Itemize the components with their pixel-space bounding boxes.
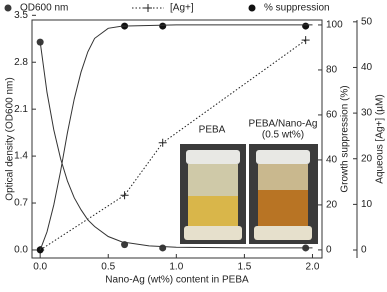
y3-tick-label: 40 <box>361 62 373 73</box>
y2-tick-label: 20 <box>326 200 338 211</box>
data-point <box>302 22 310 30</box>
fit-line <box>39 42 313 249</box>
inset-photo: PEBA PEBA/Nano-Ag (0.5 wt%) <box>178 118 320 246</box>
y3-tick-label: 20 <box>361 153 373 164</box>
jar-lid <box>186 150 240 164</box>
y3-axis-label: Aqueous [Ag+] (µM) <box>375 94 386 183</box>
legend-label: % suppression <box>264 3 330 14</box>
legend-label: OD600 nm <box>20 3 68 14</box>
data-point <box>158 138 167 147</box>
jar-liquid <box>258 190 308 226</box>
y2-tick-label: 80 <box>326 65 338 76</box>
x-tick-label: 1.0 <box>169 262 183 273</box>
legend-marker <box>144 4 152 12</box>
y3-tick-label: 10 <box>361 199 373 210</box>
data-point <box>159 244 167 252</box>
y2-tick-label: 0 <box>326 245 332 256</box>
x-tick-label: 1.5 <box>237 262 251 273</box>
y3-tick-label: 30 <box>361 108 373 119</box>
jar-liquid <box>188 196 238 226</box>
legend-marker <box>4 4 12 12</box>
inset-label: PEBA/Nano-Ag <box>249 119 318 130</box>
x-tick-label: 2.0 <box>306 262 320 273</box>
y-axis-label: Optical density (OD600 nm) <box>5 77 16 200</box>
jar-base <box>184 226 242 240</box>
legend-label: [Ag+] <box>170 3 194 14</box>
y2-tick-label: 60 <box>326 110 338 121</box>
y-tick-label: 0.7 <box>14 198 28 209</box>
legend-marker <box>248 4 256 12</box>
connector-line <box>39 39 306 251</box>
data-point <box>301 36 310 45</box>
data-point <box>36 246 44 254</box>
x-axis-label: Nano-Ag (wt%) content in PEBA <box>105 275 249 286</box>
inset-label: PEBA <box>199 125 226 136</box>
inset-label: (0.5 wt%) <box>262 130 304 141</box>
data-point <box>159 22 167 30</box>
jar-lid <box>256 150 310 164</box>
y-tick-label: 1.4 <box>14 151 28 162</box>
x-tick-label: 0.5 <box>101 262 115 273</box>
data-point <box>120 191 129 200</box>
plot-frame <box>31 19 323 259</box>
y3-tick-label: 0 <box>361 245 367 256</box>
x-tick-label: 0.0 <box>33 262 47 273</box>
y-tick-label: 3.5 <box>14 10 28 21</box>
jar-base <box>254 226 312 240</box>
y-tick-label: 0.0 <box>14 245 28 256</box>
y3-tick-label: 50 <box>361 16 373 27</box>
y2-axis-label: Growth suppression (%) <box>340 85 351 192</box>
y2-tick-label: 100 <box>326 20 343 31</box>
y-tick-label: 2.8 <box>14 57 28 68</box>
y-tick-label: 2.1 <box>14 104 28 115</box>
y2-tick-label: 40 <box>326 155 338 166</box>
fit-line <box>39 24 313 251</box>
